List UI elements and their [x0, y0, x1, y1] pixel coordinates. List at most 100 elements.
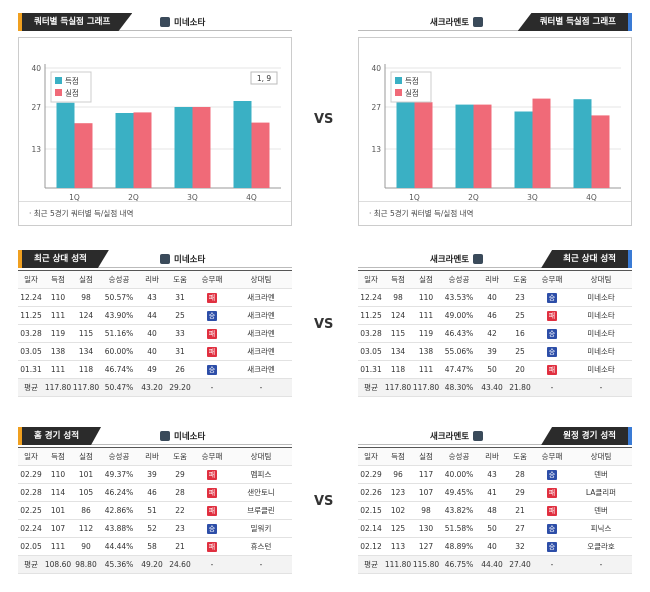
- average-cell: 평균: [18, 555, 44, 574]
- table-cell: 미네소타: [570, 306, 632, 325]
- recent-panel-right: 최근 상대 성적 새크라멘토 일자 득점 실점 승성공 리바 도움 승무패 상대팀 12.24 9…: [358, 248, 632, 400]
- table-cell: 114: [44, 483, 72, 502]
- table-cell: 49.37%: [100, 465, 138, 484]
- table-cell: 55.06%: [440, 342, 478, 361]
- stats-table: 일자 득점 실점 승성공 리바 도움 승무패 상대팀 12.24 98 110 43.53% 40 23 승…: [358, 270, 632, 397]
- legend-label: 득점: [65, 76, 79, 86]
- table-row: 02.29 110 101 49.37% 39 29 패 멤피스: [18, 465, 292, 484]
- table-cell: 40: [138, 324, 166, 343]
- table-cell: 138: [44, 342, 72, 361]
- table-cell: 102: [384, 501, 412, 520]
- result-cell: 패: [194, 465, 230, 484]
- result-cell: 패: [194, 288, 230, 307]
- column-header: 상대팀: [570, 270, 632, 289]
- average-cell: 50.47%: [100, 378, 138, 397]
- average-cell: 29.20: [166, 378, 194, 397]
- table-cell: 107: [412, 483, 440, 502]
- recent-panel-left: 최근 상대 성적 미네소타 일자 득점 실점 승성공 리바 도움 승무패 상대팀 12.24 11…: [18, 248, 292, 400]
- table-cell: 43.90%: [100, 306, 138, 325]
- y-tick-label: 40: [31, 64, 41, 73]
- column-header: 상대팀: [570, 447, 632, 466]
- table-cell: 50.57%: [100, 288, 138, 307]
- bar-scored: [514, 111, 533, 188]
- bar-allowed: [133, 112, 152, 188]
- table-row: 11.25 111 124 43.90% 44 25 승 새크라멘: [18, 306, 292, 325]
- result-badge: 패: [547, 505, 557, 516]
- column-header: 승무패: [534, 270, 570, 289]
- y-tick-label: 40: [371, 64, 381, 73]
- table-cell: 107: [44, 519, 72, 538]
- table-cell: 111: [44, 537, 72, 556]
- table-cell: 118: [72, 360, 100, 379]
- table-cell: 46: [138, 483, 166, 502]
- chart-panel-left: 쿼터별 득실점 그래프 미네소타 13 27 40 1Q 2Q 3Q 4Q 득점 실점 1, 9 …: [18, 11, 292, 226]
- column-header: 리바: [478, 270, 506, 289]
- average-row: 평균 117.80 117.80 50.47% 43.20 29.20- -: [18, 378, 292, 397]
- table-cell: 51.16%: [100, 324, 138, 343]
- table-cell: 28: [166, 483, 194, 502]
- table-cell: 46.74%: [100, 360, 138, 379]
- table-row: 03.28 115 119 46.43% 42 16 승 미네소타: [358, 324, 632, 343]
- column-header: 승무패: [194, 270, 230, 289]
- result-badge: 패: [547, 487, 557, 498]
- table-cell: 115: [384, 324, 412, 343]
- table-cell: 25: [166, 306, 194, 325]
- table-row: 02.24 107 112 43.88% 52 23 승 밀워키: [18, 519, 292, 538]
- table-cell: 47.47%: [440, 360, 478, 379]
- table-cell: 29: [166, 465, 194, 484]
- result-badge: 승: [547, 469, 557, 480]
- average-cell: -: [570, 555, 632, 574]
- table-cell: 40: [138, 342, 166, 361]
- panel-header: 최근 상대 성적 새크라멘토: [358, 248, 632, 268]
- x-tick-label: 2Q: [128, 193, 139, 202]
- table-cell: 51: [138, 501, 166, 520]
- panel-header: 쿼터별 득실점 그래프 새크라멘토: [358, 11, 632, 31]
- table-cell: 02.29: [18, 465, 44, 484]
- result-badge: 승: [547, 346, 557, 357]
- table-cell: 21: [166, 537, 194, 556]
- table-cell: 43.53%: [440, 288, 478, 307]
- table-cell: 123: [384, 483, 412, 502]
- table-row: 12.24 98 110 43.53% 40 23 승 미네소타: [358, 288, 632, 307]
- result-badge: 승: [547, 541, 557, 552]
- result-cell: 승: [534, 288, 570, 307]
- column-header: 승성공: [440, 270, 478, 289]
- column-header: 승성공: [440, 447, 478, 466]
- column-header: 승무패: [534, 447, 570, 466]
- table-cell: 39: [138, 465, 166, 484]
- table-cell: 49.45%: [440, 483, 478, 502]
- table-cell: 43.82%: [440, 501, 478, 520]
- table-cell: 39: [478, 342, 506, 361]
- table-cell: 43: [478, 465, 506, 484]
- result-badge: 승: [547, 328, 557, 339]
- table-row: 02.28 114 105 46.24% 46 28 패 샌안토니: [18, 483, 292, 502]
- chart-box: 13 27 40 1Q 2Q 3Q 4Q 득점 실점 1, 9 · 최근 5경기 쿼터별 득/실점…: [18, 37, 292, 226]
- bar-scored: [573, 99, 592, 188]
- team-logo-icon: [160, 431, 170, 441]
- team-logo-icon: [160, 254, 170, 264]
- bar-scored: [174, 107, 193, 188]
- table-cell: 105: [72, 483, 100, 502]
- average-cell: -: [534, 378, 570, 397]
- average-cell: 24.60: [166, 555, 194, 574]
- table-row: 02.14 125 130 51.58% 50 27 승 피닉스: [358, 519, 632, 538]
- table-cell: 44: [138, 306, 166, 325]
- x-tick-label: 3Q: [187, 193, 198, 202]
- table-cell: 25: [506, 342, 534, 361]
- table-cell: 119: [44, 324, 72, 343]
- team-name: 미네소타: [174, 18, 206, 28]
- result-badge: 패: [207, 292, 217, 303]
- chart-badge: 1, 9: [257, 74, 272, 83]
- table-cell: 02.12: [358, 537, 384, 556]
- result-badge: 패: [207, 541, 217, 552]
- average-cell: 117.80: [384, 378, 412, 397]
- x-tick-label: 2Q: [468, 193, 479, 202]
- table-cell: 138: [412, 342, 440, 361]
- team-name: 새크라멘토: [430, 255, 470, 265]
- chart-panel-right: 쿼터별 득실점 그래프 새크라멘토 13 27 40 1Q 2Q 3Q 4Q 득점 실점 · 최…: [358, 11, 632, 226]
- table-cell: 125: [384, 519, 412, 538]
- result-badge: 승: [207, 364, 217, 375]
- result-cell: 승: [194, 360, 230, 379]
- table-cell: 101: [72, 465, 100, 484]
- table-cell: 90: [72, 537, 100, 556]
